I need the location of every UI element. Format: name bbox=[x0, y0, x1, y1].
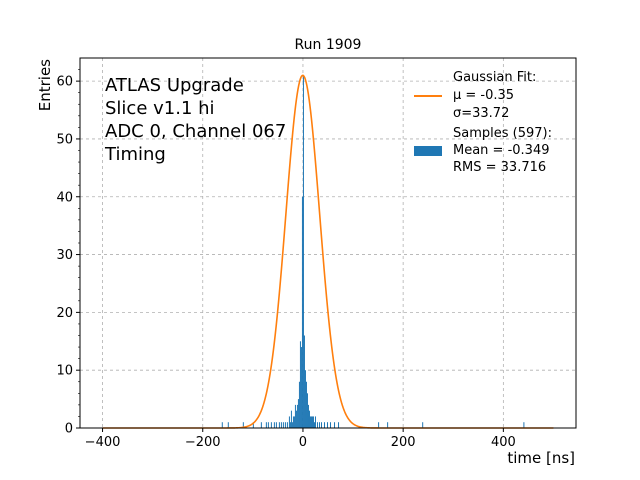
histogram-bar bbox=[306, 393, 308, 428]
histogram-bar bbox=[326, 422, 328, 428]
histogram-bar bbox=[293, 416, 295, 428]
y-tick-label: 30 bbox=[56, 248, 73, 263]
histogram-bar bbox=[295, 410, 297, 428]
histogram-bar bbox=[338, 422, 340, 428]
histogram-bar bbox=[313, 422, 315, 428]
legend-hist-mean: Mean = -0.349 bbox=[453, 143, 549, 158]
annotation-line: Timing bbox=[104, 144, 166, 165]
annotation-line: ATLAS Upgrade bbox=[105, 75, 244, 96]
x-tick-label: 0 bbox=[299, 435, 307, 450]
histogram-bar bbox=[311, 416, 313, 428]
histogram-bar bbox=[330, 422, 332, 428]
x-tick-label: −200 bbox=[185, 435, 221, 450]
histogram-bar bbox=[334, 422, 336, 428]
annotation-text-block: ATLAS Upgrade Slice v1.1 hi ADC 0, Chann… bbox=[104, 75, 286, 165]
histogram-bar bbox=[278, 422, 280, 428]
annotation-line: ADC 0, Channel 067 bbox=[105, 121, 286, 142]
histogram-bar bbox=[286, 422, 288, 428]
histogram-bar bbox=[291, 422, 293, 428]
histogram-bar bbox=[260, 422, 262, 428]
y-tick-label: 0 bbox=[65, 422, 73, 437]
histogram-bar bbox=[242, 422, 244, 428]
x-tick-label: 200 bbox=[391, 435, 416, 450]
x-tick-label: −400 bbox=[85, 435, 121, 450]
histogram-bar bbox=[273, 422, 275, 428]
histogram-bar bbox=[304, 370, 306, 428]
legend: Gaussian Fit: μ = -0.35 σ=33.72 Samples … bbox=[414, 70, 552, 175]
histogram-bar bbox=[314, 416, 316, 428]
plot-area-background bbox=[80, 58, 576, 428]
histogram-bar bbox=[252, 422, 254, 428]
y-tick-label: 50 bbox=[56, 132, 73, 147]
histogram-bar bbox=[523, 422, 525, 428]
histogram-bar bbox=[307, 404, 309, 428]
histogram-bar bbox=[298, 381, 300, 428]
histogram-bars bbox=[221, 75, 525, 428]
histogram-bar bbox=[309, 416, 311, 428]
histogram-bar bbox=[288, 416, 290, 428]
histogram-bar bbox=[297, 399, 299, 428]
histogram-bar bbox=[275, 422, 277, 428]
histogram-bar bbox=[290, 410, 292, 428]
axis-ticks: −400 −200 0 200 400 0 10 20 30 40 50 60 bbox=[56, 69, 516, 450]
y-tick-label: 40 bbox=[56, 190, 73, 205]
legend-fit-mu: μ = -0.35 bbox=[453, 88, 514, 103]
x-axis-label: time [ns] bbox=[507, 449, 575, 467]
histogram-bar bbox=[299, 341, 301, 428]
histogram-bar bbox=[267, 422, 269, 428]
histogram-bar bbox=[296, 404, 298, 428]
legend-hist-patch-swatch bbox=[414, 146, 442, 156]
histogram-bar bbox=[387, 422, 389, 428]
histogram-bar bbox=[305, 381, 307, 428]
histogram-bar bbox=[265, 422, 267, 428]
chart-title: Run 1909 bbox=[295, 37, 362, 53]
histogram-bar bbox=[318, 422, 320, 428]
x-tick-label: 400 bbox=[491, 435, 516, 450]
histogram-bar bbox=[294, 404, 296, 428]
histogram-bar bbox=[302, 75, 304, 428]
y-tick-label: 10 bbox=[56, 364, 73, 379]
histogram-bar bbox=[221, 422, 223, 428]
histogram-bar bbox=[282, 422, 284, 428]
histogram-bar bbox=[312, 416, 314, 428]
legend-hist-title: Samples (597): bbox=[453, 126, 552, 141]
legend-fit-title: Gaussian Fit: bbox=[453, 70, 536, 85]
histogram-bar bbox=[270, 422, 272, 428]
y-tick-label: 20 bbox=[56, 306, 73, 321]
legend-fit-sigma: σ=33.72 bbox=[453, 106, 509, 121]
histogram-bar bbox=[308, 410, 310, 428]
histogram-bar bbox=[422, 422, 424, 428]
histogram-bar bbox=[378, 422, 380, 428]
histogram-bar bbox=[303, 335, 305, 428]
histogram-bar bbox=[292, 416, 294, 428]
histogram-bar bbox=[280, 422, 282, 428]
histogram-bar bbox=[301, 196, 303, 428]
legend-hist-rms: RMS = 33.716 bbox=[453, 160, 546, 175]
histogram-bar bbox=[320, 422, 322, 428]
y-tick-label: 60 bbox=[56, 75, 73, 90]
histogram-bar bbox=[300, 347, 302, 428]
y-axis-label: Entries bbox=[36, 59, 54, 111]
histogram-bar bbox=[323, 422, 325, 428]
histogram-bar bbox=[284, 422, 286, 428]
histogram-bar bbox=[227, 422, 229, 428]
histogram-bar bbox=[316, 422, 318, 428]
annotation-line: Slice v1.1 hi bbox=[105, 98, 215, 119]
histogram-bar bbox=[289, 422, 291, 428]
histogram-bar bbox=[310, 416, 312, 428]
